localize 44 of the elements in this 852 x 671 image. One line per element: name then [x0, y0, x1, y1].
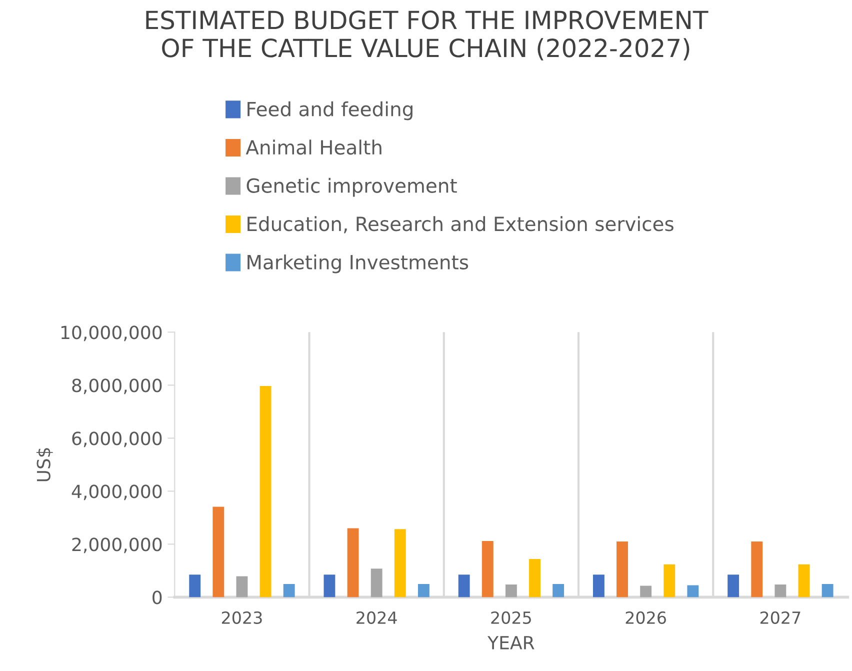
y-tick-label: 0 — [152, 590, 162, 604]
bar — [458, 574, 470, 598]
bar — [664, 564, 676, 598]
bar — [687, 585, 699, 598]
bar — [774, 584, 786, 598]
bar — [505, 584, 517, 598]
y-tick-label: 2,000,000 — [72, 538, 162, 554]
legend-label: Animal Health — [246, 140, 382, 155]
bar — [592, 574, 604, 598]
x-tick-label: 2023 — [222, 611, 262, 624]
bar — [751, 542, 763, 598]
chart-title: ESTIMATED BUDGET FOR THE IMPROVEMENT OF THE CATTLE VALUE CHAIN (2022-2027) — [146, 10, 708, 60]
legend-label: Education, Research and Extension services — [248, 216, 674, 234]
legend-label: Marketing Investments — [248, 254, 468, 274]
x-tick-label: 2025 — [491, 611, 531, 624]
bar — [236, 576, 248, 598]
x-tick-label: 2027 — [760, 611, 800, 624]
y-tick-label: 6,000,000 — [72, 432, 162, 448]
y-tick-label: 8,000,000 — [72, 378, 162, 394]
bar — [418, 584, 430, 598]
bar — [822, 584, 834, 598]
y-tick-label: 10,000,000 — [61, 326, 162, 342]
bar — [529, 559, 540, 598]
x-tick-label: 2024 — [356, 611, 397, 624]
bar — [283, 584, 295, 598]
x-tick-label: 2026 — [626, 611, 666, 624]
bar — [616, 542, 628, 598]
bar — [798, 564, 810, 598]
bar — [324, 574, 336, 598]
bar — [212, 506, 224, 598]
legend-label: Feed and feeding — [248, 101, 412, 120]
bar — [394, 529, 406, 598]
bar — [260, 386, 272, 598]
x-axis-title: YEAR — [487, 636, 534, 650]
y-tick-label: 4,000,000 — [72, 484, 162, 500]
bar — [728, 574, 740, 598]
legend-label: Genetic improvement — [246, 178, 457, 197]
bar — [347, 528, 359, 598]
bar — [482, 541, 494, 598]
bar — [370, 568, 382, 598]
bar — [552, 584, 564, 598]
bar — [640, 586, 652, 598]
bar — [189, 574, 201, 598]
y-axis-title: US$ — [36, 448, 53, 482]
